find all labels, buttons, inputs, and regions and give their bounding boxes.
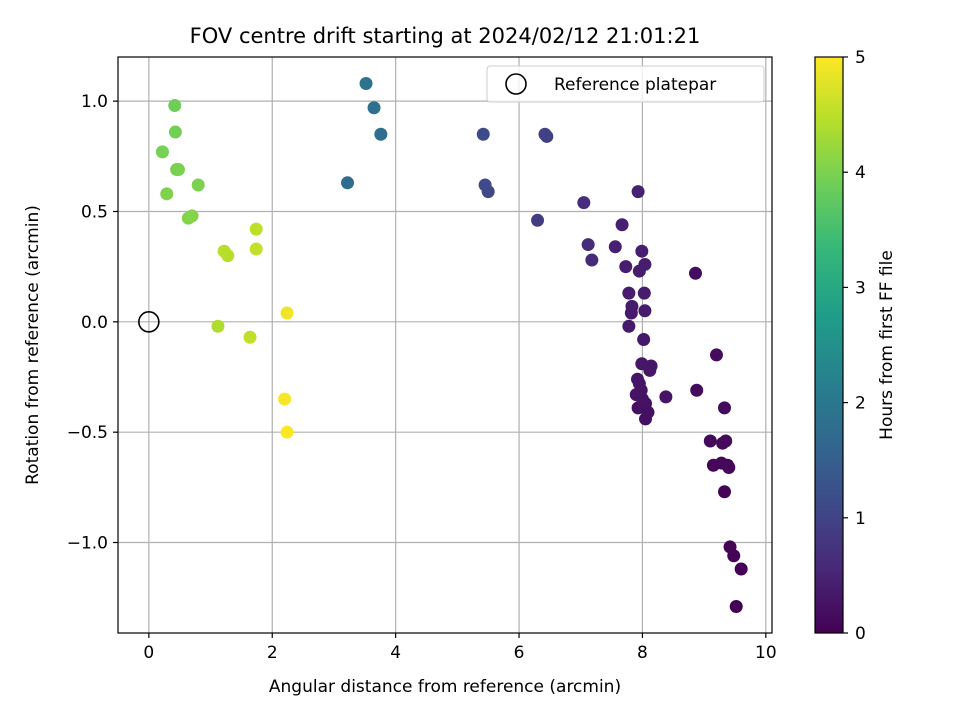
data-point <box>181 211 195 225</box>
colorbar-tick-label: 0 <box>855 624 866 644</box>
data-point <box>659 390 673 404</box>
legend-label: Reference platepar <box>554 75 716 95</box>
legend-marker-icon <box>505 73 527 95</box>
data-point <box>723 540 737 554</box>
x-tick-label: 10 <box>755 643 777 663</box>
x-tick-label: 2 <box>267 643 278 663</box>
data-point <box>359 76 373 90</box>
legend: Reference platepar <box>486 65 765 103</box>
reference-point-marker <box>138 311 160 333</box>
data-points <box>155 76 748 614</box>
data-point <box>478 178 492 192</box>
data-point <box>221 249 235 263</box>
data-point <box>734 562 748 576</box>
data-point <box>249 222 263 236</box>
y-tick-label: 0.5 <box>81 202 108 222</box>
data-point <box>717 401 731 415</box>
data-point <box>615 218 629 232</box>
data-point <box>635 244 649 258</box>
colorbar-tick-label: 4 <box>855 163 866 183</box>
data-point <box>709 348 723 362</box>
data-point <box>619 260 633 274</box>
data-point <box>341 176 355 190</box>
data-point <box>160 187 174 201</box>
y-axis-ticks: −1.0 −0.5 0.0 0.5 1.0 <box>67 92 118 554</box>
x-axis-title: Angular distance from reference (arcmin) <box>269 677 621 697</box>
data-point <box>211 319 225 333</box>
y-axis-title: Rotation from reference (arcmin) <box>23 205 43 485</box>
y-tick-label: −1.0 <box>67 534 108 554</box>
data-point <box>249 242 263 256</box>
data-point <box>719 434 733 448</box>
data-point <box>577 196 591 210</box>
y-tick-label: 0.0 <box>81 313 108 333</box>
colorbar-ticks: 0 1 2 3 4 5 <box>843 48 866 644</box>
colorbar-tick-label: 1 <box>855 509 866 529</box>
data-point <box>625 299 639 313</box>
data-point <box>638 257 652 271</box>
data-point <box>155 145 169 159</box>
data-point <box>690 383 704 397</box>
data-point <box>729 600 743 614</box>
data-point <box>635 357 649 371</box>
y-tick-label: 1.0 <box>81 92 108 112</box>
data-point <box>538 127 552 141</box>
x-axis-ticks: 0 2 4 6 8 10 <box>143 633 777 663</box>
data-point <box>637 286 651 300</box>
data-point <box>168 125 182 139</box>
data-point <box>280 306 294 320</box>
data-point <box>168 99 182 113</box>
data-point <box>622 286 636 300</box>
data-point <box>191 178 205 192</box>
colorbar <box>814 56 844 634</box>
data-point <box>581 238 595 252</box>
x-tick-label: 8 <box>637 643 648 663</box>
colorbar-tick-label: 5 <box>855 48 866 68</box>
grid-lines <box>118 57 772 633</box>
data-point <box>171 163 185 177</box>
colorbar-label: Hours from first FF file <box>877 250 897 440</box>
x-tick-label: 0 <box>143 643 154 663</box>
data-point <box>717 485 731 499</box>
data-point <box>631 185 645 199</box>
data-point <box>630 372 644 386</box>
data-point <box>531 213 545 227</box>
data-point <box>476 127 490 141</box>
data-point <box>622 319 636 333</box>
chart-title: FOV centre drift starting at 2024/02/12 … <box>190 24 701 48</box>
data-point <box>278 392 292 406</box>
data-point <box>722 460 736 474</box>
colorbar-tick-label: 2 <box>855 394 866 414</box>
data-point <box>367 101 381 115</box>
data-point <box>688 266 702 280</box>
data-point <box>637 332 651 346</box>
data-point <box>243 330 257 344</box>
y-tick-label: −0.5 <box>67 423 108 443</box>
legend-box <box>486 65 765 103</box>
axes-frame <box>117 56 773 634</box>
data-point <box>638 304 652 318</box>
x-tick-label: 6 <box>514 643 525 663</box>
data-point <box>374 127 388 141</box>
data-point <box>608 240 622 254</box>
data-point <box>585 253 599 267</box>
x-tick-label: 4 <box>390 643 401 663</box>
colorbar-tick-label: 3 <box>855 278 866 298</box>
data-point <box>703 434 717 448</box>
data-point <box>280 425 294 439</box>
